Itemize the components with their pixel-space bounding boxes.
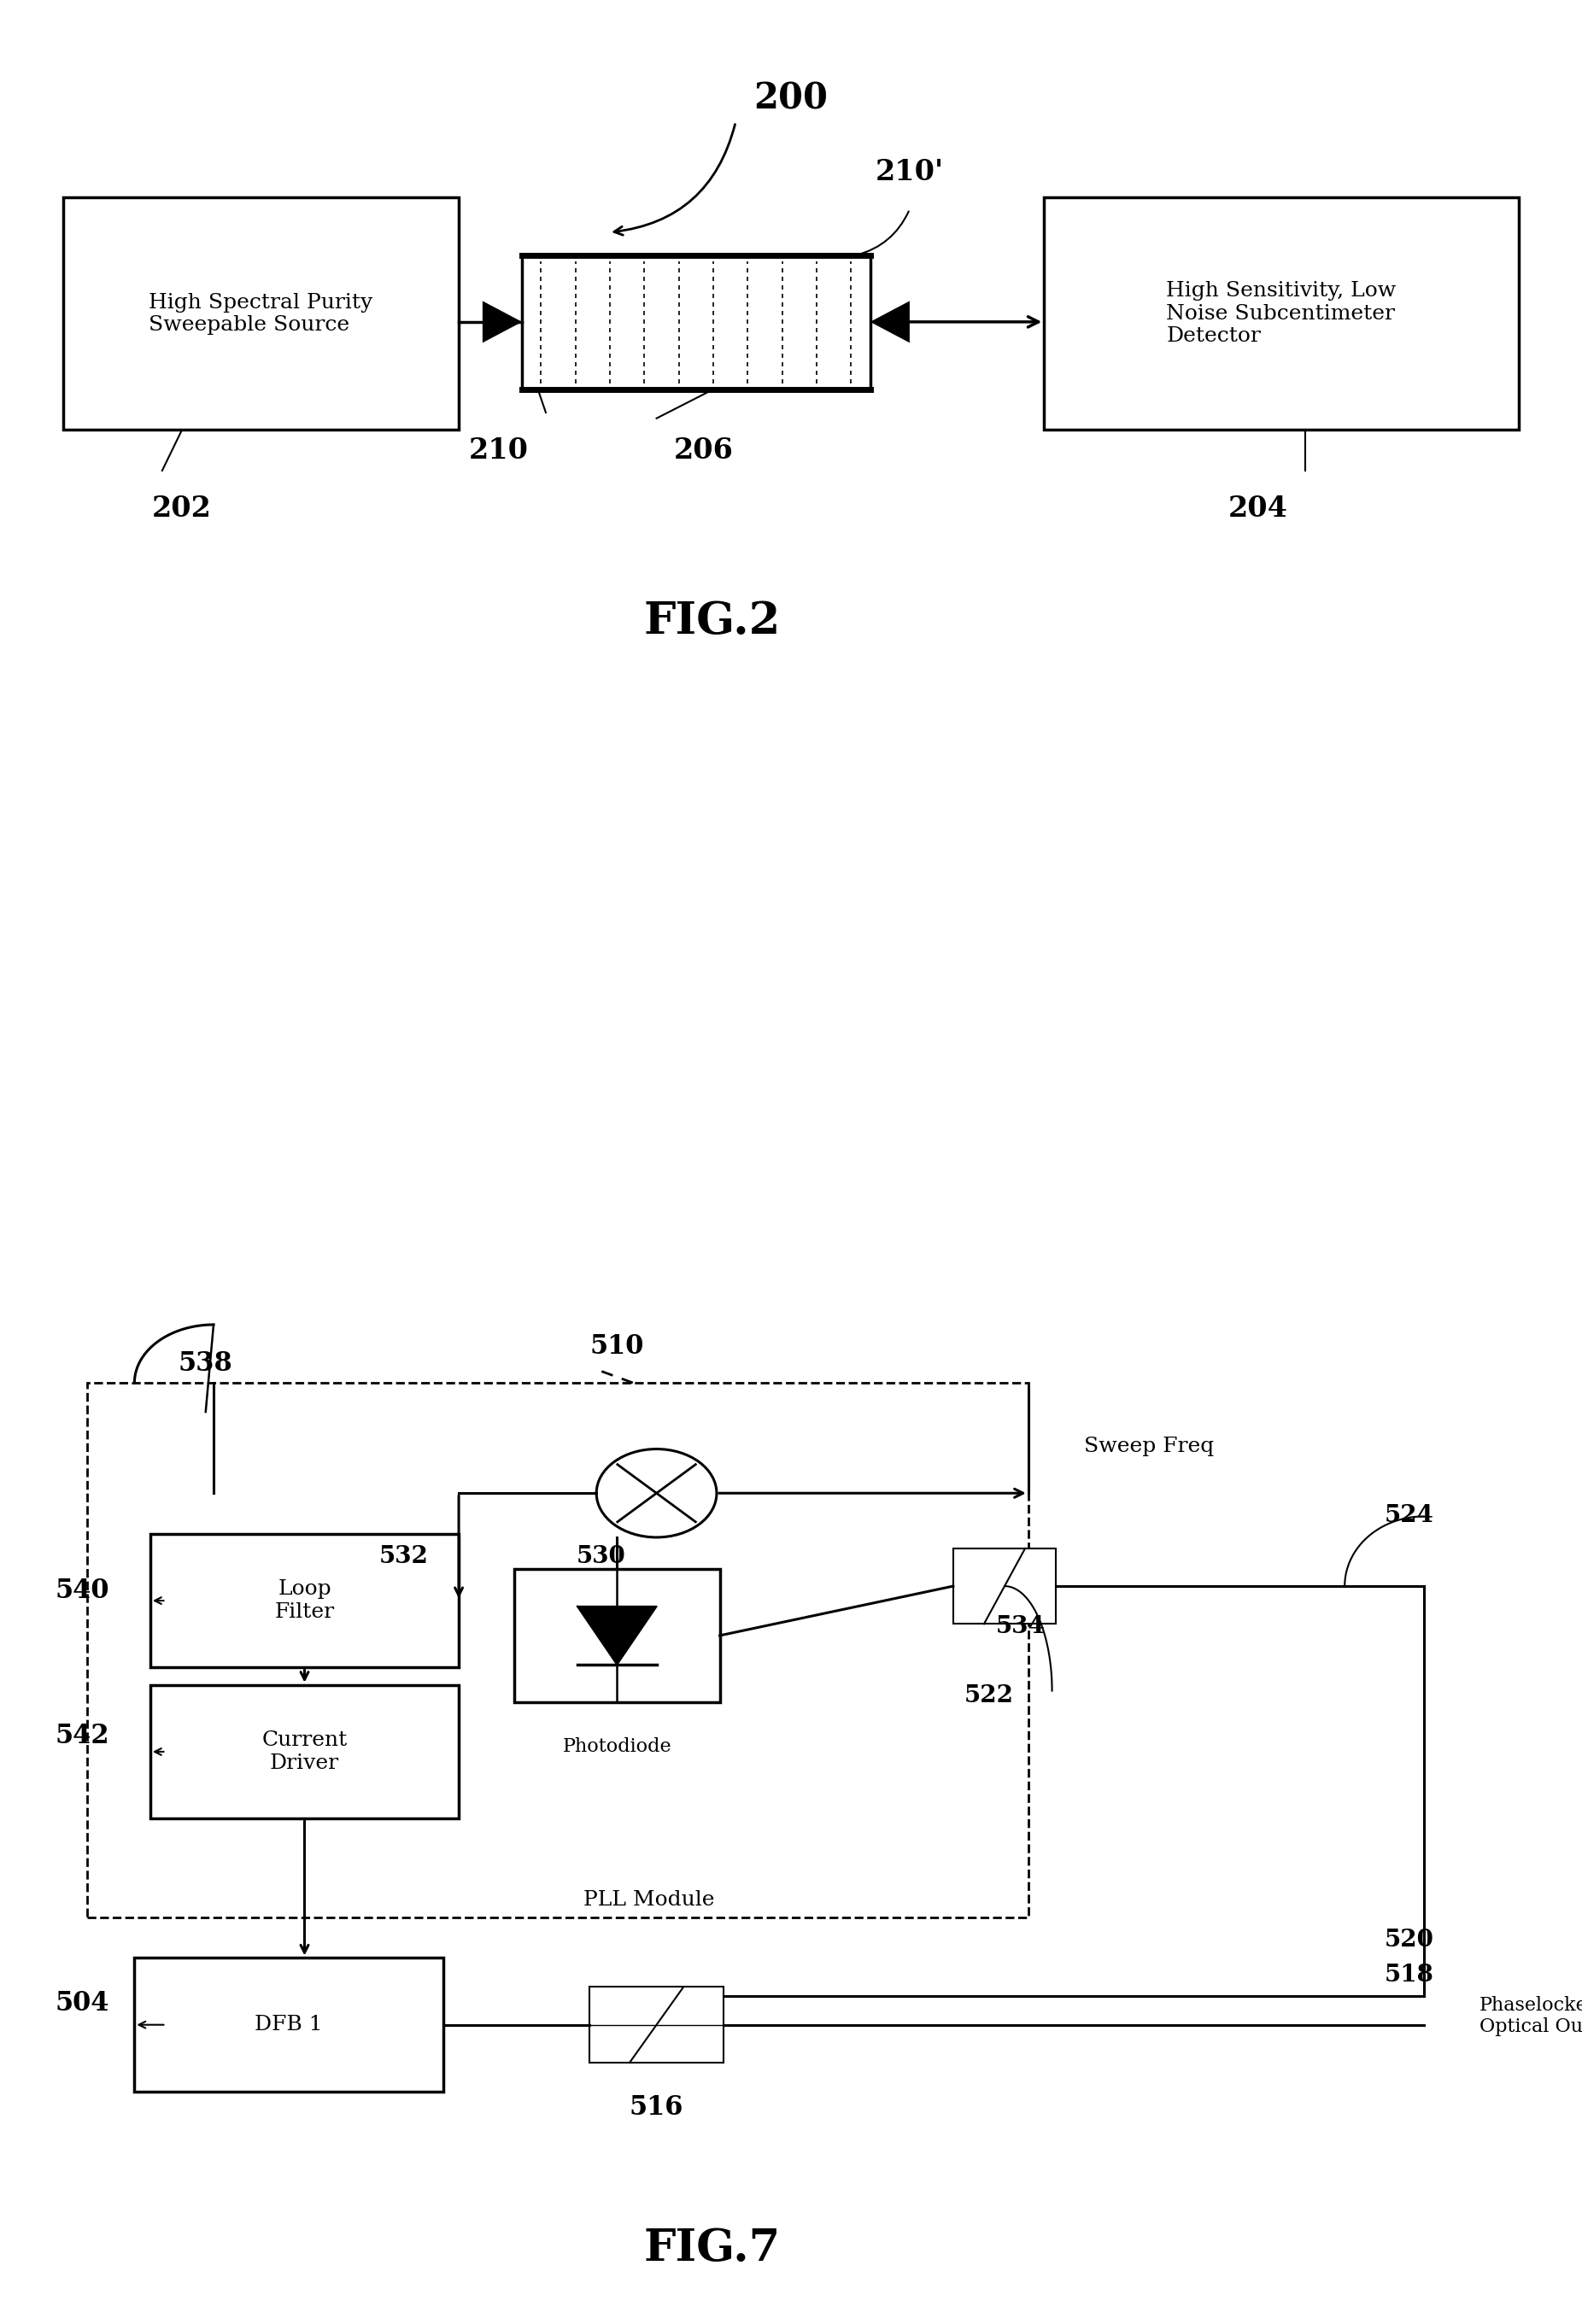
Text: FIG.2: FIG.2 bbox=[644, 600, 780, 644]
Text: 522: 522 bbox=[963, 1685, 1014, 1708]
Bar bbox=[522, 256, 870, 388]
Polygon shape bbox=[577, 1606, 657, 1664]
Bar bbox=[514, 1569, 720, 1701]
Bar bbox=[589, 1987, 725, 2064]
Text: 540: 540 bbox=[55, 1578, 109, 1604]
Text: 204: 204 bbox=[1228, 495, 1288, 523]
Text: 542: 542 bbox=[55, 1722, 109, 1750]
Text: DFB 1: DFB 1 bbox=[255, 2015, 323, 2034]
Text: 504: 504 bbox=[55, 1989, 109, 2017]
Text: 532: 532 bbox=[378, 1545, 429, 1569]
Bar bbox=[150, 1534, 459, 1669]
Text: 518: 518 bbox=[1384, 1964, 1433, 1987]
Text: 534: 534 bbox=[995, 1615, 1046, 1638]
Polygon shape bbox=[870, 300, 910, 342]
Text: Current
Driver: Current Driver bbox=[261, 1731, 348, 1773]
Polygon shape bbox=[483, 300, 522, 342]
Text: 210': 210' bbox=[875, 158, 944, 186]
Text: Sweep Freq: Sweep Freq bbox=[1084, 1436, 1213, 1457]
Bar bbox=[87, 1383, 1028, 1917]
Text: High Spectral Purity
Sweepable Source: High Spectral Purity Sweepable Source bbox=[149, 293, 373, 335]
Text: 530: 530 bbox=[576, 1545, 626, 1569]
Text: Photodiode: Photodiode bbox=[563, 1738, 671, 1757]
Text: 520: 520 bbox=[1384, 1929, 1433, 1952]
Text: 538: 538 bbox=[179, 1350, 233, 1378]
Text: FIG.7: FIG.7 bbox=[644, 2226, 780, 2271]
Text: High Sensitivity, Low
Noise Subcentimeter
Detector: High Sensitivity, Low Noise Subcentimete… bbox=[1166, 281, 1397, 346]
Bar bbox=[1044, 198, 1519, 430]
Text: 524: 524 bbox=[1384, 1504, 1433, 1527]
Text: 510: 510 bbox=[590, 1334, 644, 1360]
Text: 516: 516 bbox=[630, 2094, 683, 2122]
Bar bbox=[134, 1957, 443, 2092]
Text: Phaselocked
Optical Out: Phaselocked Optical Out bbox=[1479, 1996, 1582, 2036]
Bar bbox=[954, 1548, 1057, 1624]
Text: Loop
Filter: Loop Filter bbox=[275, 1580, 334, 1622]
Text: 202: 202 bbox=[152, 495, 212, 523]
Text: PLL Module: PLL Module bbox=[584, 1889, 713, 1910]
Text: 210: 210 bbox=[468, 437, 528, 465]
Bar bbox=[150, 1685, 459, 1817]
Text: 206: 206 bbox=[674, 437, 734, 465]
Text: 200: 200 bbox=[755, 81, 827, 116]
Bar bbox=[63, 198, 459, 430]
